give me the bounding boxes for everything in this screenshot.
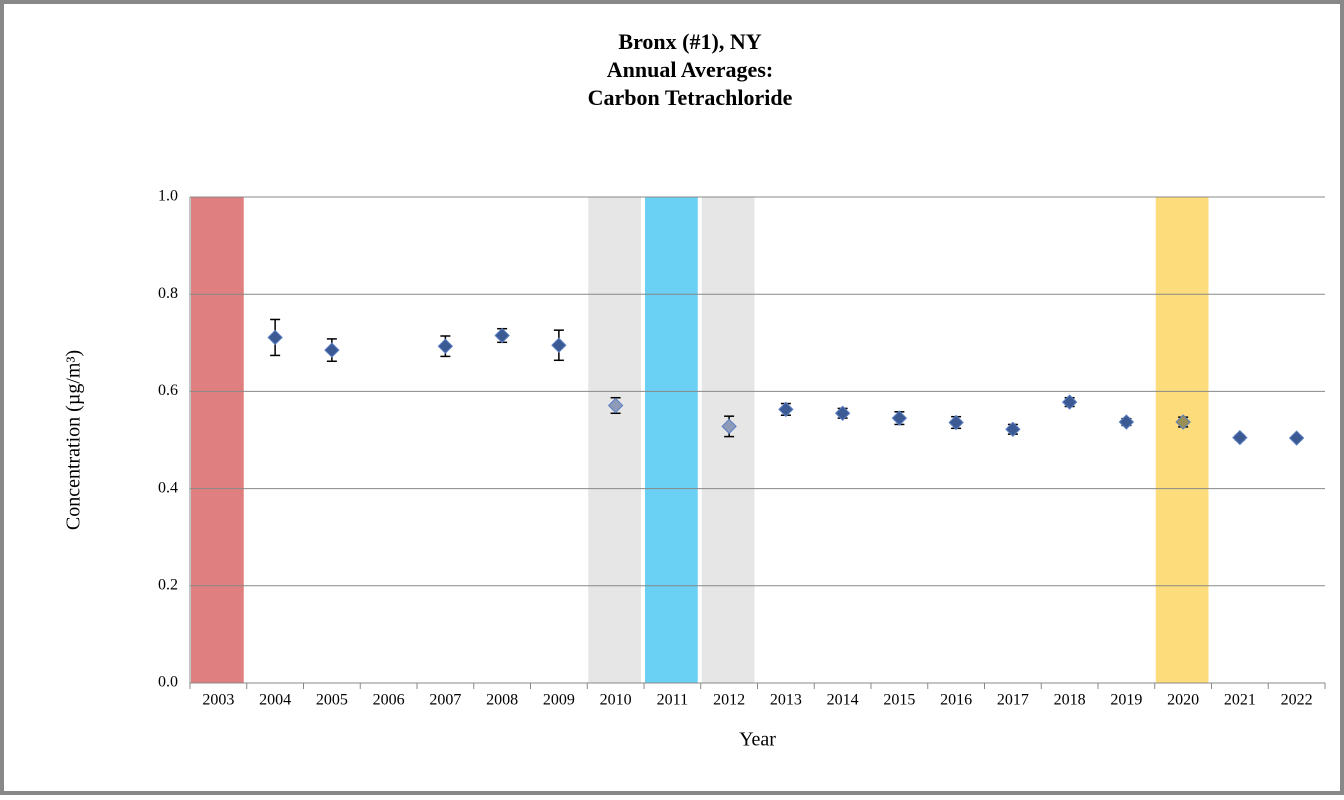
point [1175,414,1191,430]
x-tick-label: 2015 [883,692,915,709]
x-tick-label: 2022 [1281,692,1313,709]
x-tick-label: 2006 [373,692,405,709]
y-tick-label: 1.0 [158,188,178,205]
y-tick-label: 0.8 [158,285,178,302]
x-tick-label: 2011 [657,692,688,709]
point [1061,394,1078,410]
point [494,327,510,344]
x-tick-label: 2017 [997,692,1029,709]
x-tick-label: 2005 [316,692,348,709]
x-axis-label: Year [739,729,776,751]
x-tick-label: 2016 [940,692,972,709]
point [721,418,737,435]
point [1232,429,1248,446]
x-tick-label: 2008 [486,692,518,709]
highlight-band [1155,197,1209,683]
x-tick-label: 2013 [770,692,802,709]
y-axis-label: Concentration (µg/m³) [63,350,85,530]
x-tick-label: 2020 [1167,692,1199,709]
point [437,338,454,354]
highlight-band [191,197,244,683]
x-tick-label: 2021 [1224,692,1256,709]
point [607,397,624,414]
highlight-band [588,197,641,683]
highlight-band [645,197,698,683]
x-tick-label: 2019 [1110,692,1142,709]
point [834,405,851,421]
highlight-band [701,197,755,683]
point [948,414,964,431]
chart-title: Bronx (#1), NY [618,29,761,54]
x-tick-label: 2010 [600,692,632,709]
point [891,410,908,426]
point [324,342,340,358]
x-tick-label: 2004 [259,692,291,709]
chart-title: Carbon Tetrachloride [588,85,793,110]
point [551,337,567,353]
y-tick-label: 0.0 [158,674,178,691]
point [1005,421,1021,438]
y-tick-label: 0.2 [158,576,178,593]
point [1118,414,1135,430]
chart-title: Annual Averages: [607,57,773,82]
x-tick-label: 2003 [202,692,234,709]
x-tick-label: 2009 [543,692,575,709]
x-tick-label: 2012 [713,692,745,709]
point [267,329,283,346]
x-tick-label: 2014 [827,692,859,709]
y-tick-label: 0.6 [158,382,178,399]
point [778,401,794,418]
y-tick-label: 0.4 [158,479,178,496]
point [1288,430,1305,446]
x-tick-label: 2007 [429,692,461,709]
x-tick-label: 2018 [1054,692,1086,709]
